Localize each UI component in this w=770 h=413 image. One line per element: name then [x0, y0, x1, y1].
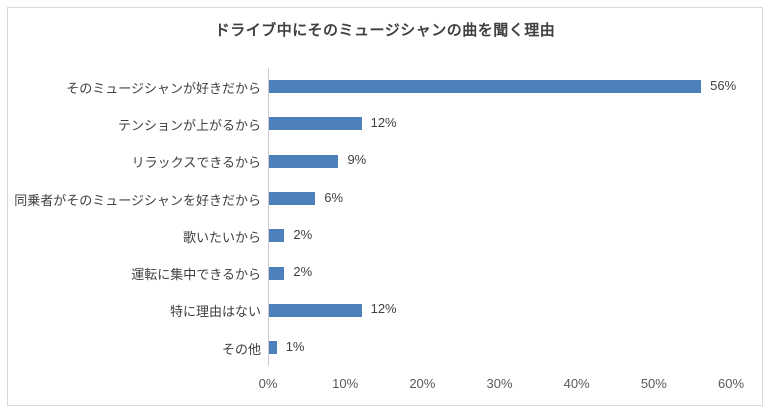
data-label: 9%: [347, 152, 367, 168]
category-label: 運転に集中できるから: [131, 267, 261, 283]
category-label: リラックスできるから: [131, 155, 261, 171]
category-label: テンションが上がるから: [117, 117, 261, 133]
x-axis-tick-label: 50%: [640, 376, 667, 391]
data-label: 2%: [293, 264, 313, 280]
bar: [269, 154, 339, 168]
bar: [269, 229, 285, 243]
bar: [269, 303, 362, 317]
bar: [269, 341, 277, 355]
x-axis-tick-label: 20%: [409, 376, 436, 391]
category-axis-line: [268, 68, 269, 367]
data-label: 6%: [324, 189, 344, 205]
data-label: 12%: [370, 301, 397, 317]
bar: [269, 117, 362, 131]
category-label: 特に理由はない: [169, 304, 261, 320]
chart-frame-border: [7, 7, 763, 406]
category-label: 同乗者がそのミュージシャンを好きだから: [14, 192, 261, 208]
x-axis-tick-label: 10%: [332, 376, 359, 391]
bar: [269, 192, 316, 206]
bar: [269, 266, 285, 280]
category-label: 歌いたいから: [182, 229, 261, 245]
data-label: 56%: [710, 77, 737, 93]
x-axis-tick-label: 30%: [486, 376, 513, 391]
chart-title: ドライブ中にそのミュージシャンの曲を聞く理由: [214, 22, 556, 39]
x-axis-tick-label: 60%: [718, 376, 745, 391]
category-label: その他: [221, 341, 261, 357]
data-label: 2%: [293, 226, 313, 242]
x-axis-tick-label: 0%: [258, 376, 278, 391]
x-axis-tick-label: 40%: [563, 376, 590, 391]
bar: [269, 80, 702, 94]
data-label: 12%: [370, 114, 397, 130]
category-label: そのミュージシャンが好きだから: [66, 80, 261, 96]
data-label: 1%: [285, 338, 305, 354]
